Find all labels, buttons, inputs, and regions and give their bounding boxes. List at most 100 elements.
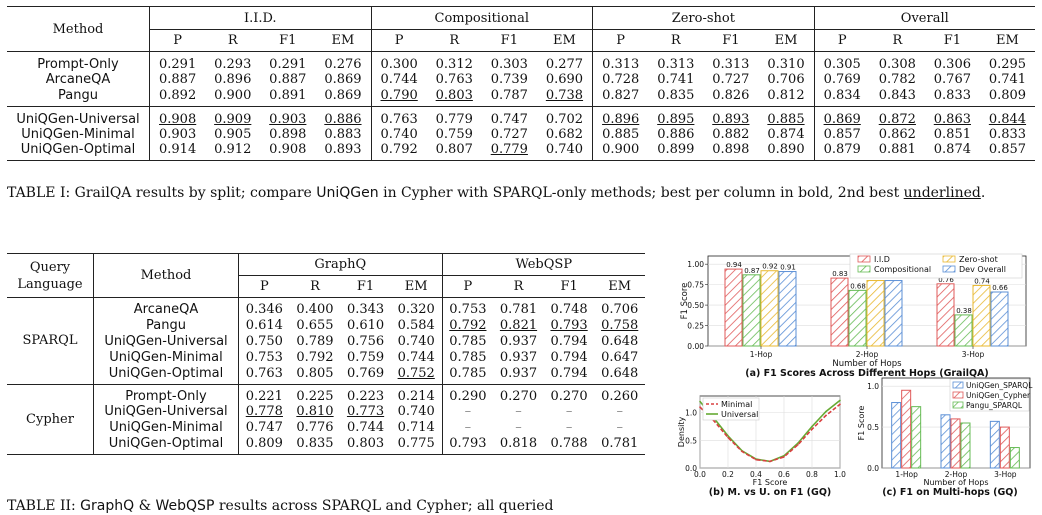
data-point <box>699 400 701 403</box>
value-cell: 0.741 <box>657 72 695 88</box>
method-cell: UniQGen-Optimal <box>7 142 150 161</box>
value-cell: 0.887 <box>159 72 197 88</box>
value-cell: 0.313 <box>712 57 750 72</box>
table2-subcol-header: F1 <box>356 279 375 294</box>
value-cell: 0.778 <box>245 404 283 420</box>
data-point <box>797 442 799 444</box>
bar-value-label: 0.91 <box>780 264 796 272</box>
value-cell: 0.277 <box>536 51 594 72</box>
method-cell: UniQGen-Minimal <box>93 349 239 366</box>
caption1-prefix: TABLE I: GrailQA results by split; compa… <box>7 185 317 201</box>
value-cell: 0.872 <box>878 111 916 127</box>
value-cell: 0.756 <box>346 333 385 349</box>
y-tick-label: 1.0 <box>867 382 879 391</box>
value-cell: 0.937 <box>499 365 538 381</box>
table1-subcol-header: EM <box>758 29 815 52</box>
table1-corner-header: Method <box>7 6 150 52</box>
value-cell: 0.753 <box>245 349 283 365</box>
value-cell: 0.740 <box>536 142 594 161</box>
value-cell: 0.747 <box>245 420 283 436</box>
value-cell: 0.843 <box>878 87 916 103</box>
legend-label: Minimal <box>721 400 752 409</box>
value-cell: 0.903 <box>269 111 307 127</box>
table-row: ArcaneQA 0.887 0.896 0.887 0.869 0.744 0.763 0.… <box>7 72 1035 88</box>
value-cell: 0.776 <box>296 420 334 436</box>
value-cell: 0.727 <box>712 72 750 88</box>
value-cell: 0.614 <box>245 317 283 333</box>
table2-subcol-header: P <box>259 279 269 294</box>
value-cell: 0.874 <box>758 126 815 142</box>
value-cell: 0.891 <box>269 87 307 103</box>
table2-caption: TABLE II: GraphQ & WebQSP results across… <box>7 498 657 515</box>
x-axis-label: F1 Score <box>753 478 788 487</box>
x-axis-label: Number of Hops <box>923 478 988 487</box>
table-row: UniQGen-Minimal 0.747 0.776 0.744 0.714 – – – – <box>7 419 645 436</box>
value-cell: 0.346 <box>245 302 283 317</box>
data-point <box>783 456 785 458</box>
value-cell: – <box>565 420 573 436</box>
value-cell: 0.744 <box>390 349 443 366</box>
value-cell: 0.740 <box>380 126 418 142</box>
table-grailqa: Method I.I.D. Compositional Zero-shot Overal… <box>7 6 1035 161</box>
x-tick-label: 2-Hop <box>856 350 879 359</box>
query-language-cell: SPARQL <box>7 297 94 385</box>
value-cell: 0.291 <box>159 57 197 72</box>
value-cell: 0.740 <box>390 333 443 350</box>
value-cell: 0.812 <box>758 87 815 106</box>
bar-value-label: 0.74 <box>974 277 990 285</box>
value-cell: 0.793 <box>449 435 487 451</box>
value-cell: 0.794 <box>550 349 588 365</box>
bar <box>884 280 903 347</box>
legend-label: Compositional <box>874 265 931 274</box>
value-cell: 0.313 <box>657 57 695 72</box>
value-cell: 0.295 <box>988 57 1027 72</box>
value-cell: 0.779 <box>435 111 473 127</box>
chart-density-f1: 0.0 0.5 1.0 0.0 0.2 0.4 0.6 0.8 1.0 MinimalUniver… <box>677 395 846 498</box>
value-cell: 0.886 <box>657 126 695 142</box>
value-cell: 0.769 <box>823 72 861 88</box>
caption1-underlined-word: underlined <box>903 185 981 201</box>
value-cell: 0.787 <box>490 87 528 103</box>
legend-label: Pangu_SPARQL <box>966 401 1023 410</box>
chart-f1-multihop: 0.0 0.5 1.0 1-Hop 2-Hop 3-Hop UniQGen_SPARQLUn… <box>857 377 1033 498</box>
caption2-amp: & <box>134 498 156 514</box>
value-cell: 0.313 <box>602 57 640 72</box>
table1-subcol-header: EM <box>996 33 1019 48</box>
table1-subcol-header: F1 <box>279 33 297 48</box>
value-cell: 0.648 <box>601 333 639 349</box>
value-cell: 0.899 <box>657 142 695 157</box>
value-cell: 0.826 <box>712 87 750 103</box>
value-cell: 0.835 <box>657 87 695 103</box>
table-row: UniQGen-Universal 0.908 0.909 0.903 0.886 0.7… <box>7 106 1035 127</box>
x-tick-label: 0.8 <box>806 470 818 479</box>
data-point <box>839 403 841 406</box>
method-cell: Pangu <box>7 87 150 106</box>
value-cell: 0.794 <box>550 333 588 349</box>
value-cell: 0.900 <box>214 87 252 103</box>
method-cell: UniQGen-Minimal <box>7 126 150 142</box>
value-cell: 0.758 <box>601 317 639 333</box>
value-cell: 0.610 <box>346 317 385 333</box>
value-cell: – <box>464 404 472 420</box>
table2-subcol-header: P <box>463 279 473 294</box>
value-cell: 0.584 <box>390 317 443 334</box>
bar-value-label: 0.68 <box>850 282 866 290</box>
table-row: UniQGen-Optimal 0.809 0.835 0.803 0.775 0.793… <box>7 435 645 455</box>
table1-subcol-header: P <box>394 33 404 48</box>
value-cell: 0.312 <box>435 57 473 72</box>
legend-label: Zero-shot <box>959 255 998 264</box>
value-cell: – <box>464 420 472 436</box>
legend-box <box>849 253 1023 279</box>
table2-method-header: Method <box>93 253 239 298</box>
table-row: UniQGen-Universal 0.778 0.810 0.773 0.740 – – –… <box>7 403 645 420</box>
value-cell: 0.885 <box>602 126 640 142</box>
value-cell: 0.785 <box>449 365 487 381</box>
bar <box>911 406 922 469</box>
data-point <box>811 425 813 428</box>
value-cell: 0.793 <box>550 317 588 333</box>
method-cell: UniQGen-Minimal <box>93 419 239 436</box>
value-cell: 0.738 <box>536 87 594 106</box>
value-cell: 0.763 <box>380 111 418 127</box>
bar <box>901 389 912 469</box>
value-cell: 0.803 <box>435 87 473 103</box>
